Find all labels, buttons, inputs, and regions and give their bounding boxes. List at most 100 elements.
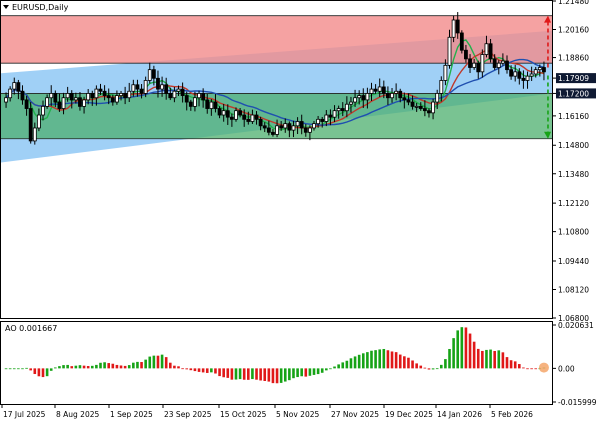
ao-bar [218, 368, 221, 377]
ao-bar [526, 368, 529, 370]
time-tick-label: 14 Jan 2026 [437, 410, 482, 419]
ao-bar [49, 368, 53, 371]
candle-body [472, 62, 477, 68]
candle-body [197, 93, 201, 99]
ao-bar [349, 358, 353, 369]
candle-body [131, 84, 136, 92]
ao-bar [78, 365, 82, 369]
ao-bar [173, 365, 176, 369]
candle-body [340, 108, 345, 112]
candle-body [451, 19, 456, 38]
ao-bar [54, 367, 57, 369]
candle-body [65, 93, 70, 99]
ao-bar [144, 359, 147, 369]
candle-body [357, 95, 362, 99]
candle-body [86, 93, 91, 101]
ao-bar [481, 350, 484, 369]
candle-body [344, 103, 349, 112]
candle-body [262, 125, 267, 129]
candle-body [447, 36, 452, 66]
candle-body [205, 99, 210, 109]
candle-body [221, 110, 226, 116]
ao-bar [378, 349, 382, 369]
candle-body [90, 93, 95, 99]
price-tick-label: 1.12120 [558, 199, 589, 208]
candle-body [410, 101, 415, 107]
candle-body [209, 101, 214, 109]
ao-bar [439, 364, 443, 369]
price-tag-box [556, 88, 596, 99]
ao-bar [136, 361, 139, 369]
ao-bar [300, 368, 303, 377]
ao-bar [497, 350, 501, 369]
ao-bar [452, 338, 455, 369]
time-tick-label: 27 Nov 2025 [331, 410, 379, 419]
ao-bar [197, 368, 201, 372]
candle-body [464, 49, 468, 60]
ao-bar [435, 368, 439, 370]
ao-bar [296, 368, 299, 378]
ao-bar [41, 368, 45, 378]
candle-body [172, 90, 177, 99]
ao-bar [12, 368, 16, 370]
price-tick-label: 1.09440 [558, 257, 589, 266]
ao-bar [411, 360, 414, 369]
ao-bar [156, 355, 160, 369]
ao-bar [99, 362, 102, 369]
candle-body [254, 114, 259, 120]
ao-bar [123, 365, 127, 369]
time-tick-label: 1 Sep 2025 [110, 410, 153, 419]
candle-body [295, 121, 300, 127]
ao-bar [168, 362, 172, 369]
candle-body [98, 88, 103, 92]
ao-bar [222, 368, 225, 378]
candle-body [468, 58, 472, 68]
ao-bar [275, 368, 279, 384]
candle-body [57, 101, 62, 109]
candle-body [201, 93, 206, 101]
ao-bar [312, 368, 316, 375]
ao-bar [4, 368, 8, 370]
ao-bar [45, 368, 49, 377]
candle-body [184, 95, 189, 103]
arrow-down-head-icon [544, 131, 551, 139]
candle-body [373, 88, 378, 92]
price-tick-label: 1.08120 [558, 285, 589, 294]
candle-body [435, 93, 440, 103]
candle-body [61, 97, 66, 109]
candle-body [308, 127, 312, 133]
ao-bar [493, 350, 496, 369]
candle-body [160, 84, 164, 90]
candle-body [188, 101, 193, 107]
candle-body [12, 82, 17, 90]
candle-body [32, 127, 37, 142]
candle-body [398, 90, 403, 99]
ao-bar [33, 368, 37, 375]
ao-bar [448, 348, 451, 369]
candle-body [28, 108, 33, 142]
candle-body [312, 123, 316, 129]
window-menu-icon[interactable] [3, 5, 9, 9]
candle-body [361, 95, 366, 101]
candle-body [320, 118, 325, 122]
candle-body [180, 88, 185, 96]
ao-bar [505, 357, 509, 369]
ao-bar [17, 368, 20, 370]
candle-body [316, 118, 321, 125]
candle-body [443, 64, 448, 81]
candle-body [406, 99, 411, 103]
candle-body [156, 77, 160, 90]
ao-bar [127, 365, 131, 369]
price-tick-label: 1.17200 [558, 89, 589, 98]
candle-body [246, 118, 251, 122]
ao-bar [320, 368, 324, 373]
candle-body [242, 114, 247, 120]
candle-body [496, 62, 501, 68]
candle-body [492, 58, 497, 68]
candle-body [431, 101, 435, 114]
candle-body [176, 88, 181, 92]
ao-bar [444, 359, 447, 369]
candle-body [459, 32, 464, 51]
ao-histogram-layer [4, 327, 549, 384]
